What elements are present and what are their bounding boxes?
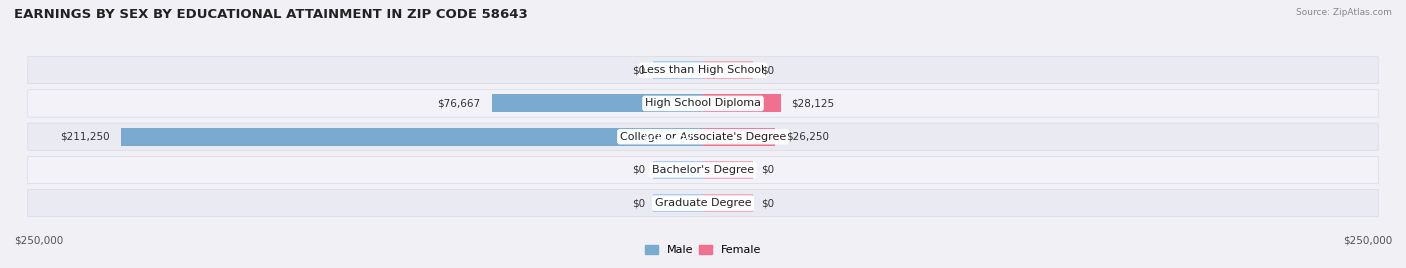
Text: $0: $0 [761, 198, 773, 208]
Text: $211,250: $211,250 [643, 132, 692, 142]
Bar [703, 194, 752, 212]
Text: $26,250: $26,250 [786, 132, 830, 142]
Bar [703, 161, 752, 179]
Bar [703, 95, 780, 112]
Text: EARNINGS BY SEX BY EDUCATIONAL ATTAINMENT IN ZIP CODE 58643: EARNINGS BY SEX BY EDUCATIONAL ATTAINMEN… [14, 8, 527, 21]
Text: $0: $0 [633, 65, 645, 75]
Text: Bachelor's Degree: Bachelor's Degree [652, 165, 754, 175]
Text: $28,125: $28,125 [792, 98, 835, 109]
Text: $0: $0 [761, 65, 773, 75]
FancyBboxPatch shape [28, 156, 1378, 184]
Bar [703, 61, 752, 79]
Text: $0: $0 [761, 165, 773, 175]
Bar [654, 194, 703, 212]
Text: Graduate Degree: Graduate Degree [655, 198, 751, 208]
Text: $76,667: $76,667 [437, 98, 481, 109]
Bar [121, 128, 703, 146]
FancyBboxPatch shape [28, 123, 1378, 150]
Bar [654, 61, 703, 79]
Bar [654, 161, 703, 179]
Text: Less than High School: Less than High School [641, 65, 765, 75]
FancyBboxPatch shape [28, 189, 1378, 217]
Legend: Male, Female: Male, Female [640, 240, 766, 260]
FancyBboxPatch shape [28, 90, 1378, 117]
Bar [703, 128, 775, 146]
Text: $250,000: $250,000 [1343, 236, 1392, 246]
FancyBboxPatch shape [28, 57, 1378, 84]
Text: $250,000: $250,000 [14, 236, 63, 246]
Text: $0: $0 [633, 165, 645, 175]
Bar [492, 95, 703, 112]
Text: High School Diploma: High School Diploma [645, 98, 761, 109]
Text: College or Associate's Degree: College or Associate's Degree [620, 132, 786, 142]
Text: $0: $0 [633, 198, 645, 208]
Text: $211,250: $211,250 [60, 132, 110, 142]
Text: Source: ZipAtlas.com: Source: ZipAtlas.com [1296, 8, 1392, 17]
